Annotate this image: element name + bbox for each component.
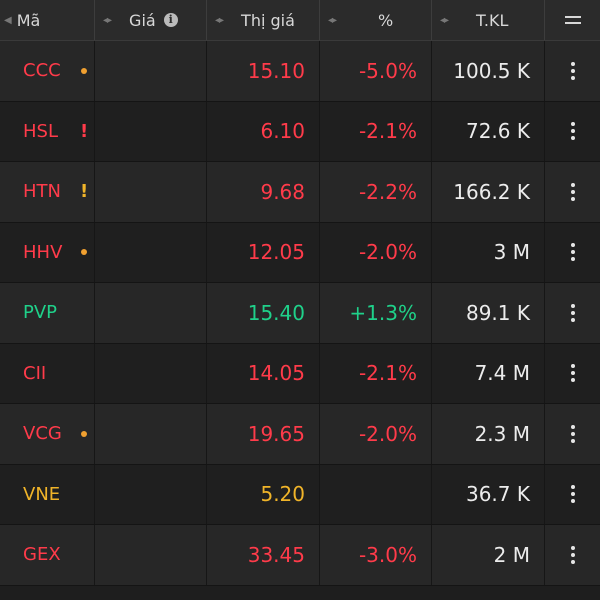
percent-change-cell: -2.0%: [320, 222, 432, 282]
more-vertical-icon[interactable]: [570, 122, 575, 141]
row-more-button[interactable]: [545, 404, 600, 464]
percent-change-cell: -2.0%: [320, 404, 432, 464]
volume-cell: 7.4 M: [432, 343, 545, 403]
column-header-volume[interactable]: ◂▸ T.KL: [432, 0, 545, 40]
table-row[interactable]: VNE 5.20 36.7 K: [0, 464, 600, 525]
table-row[interactable]: HTN! 9.68 -2.2% 166.2 K: [0, 162, 600, 223]
row-more-button[interactable]: [545, 525, 600, 585]
ref-price-cell: [95, 464, 207, 524]
ref-price-cell: [95, 525, 207, 585]
volume-cell: 36.7 K: [432, 464, 545, 524]
table-row[interactable]: HHV 12.05 -2.0% 3 M: [0, 222, 600, 283]
column-header-percent[interactable]: ◂▸ %: [320, 0, 432, 40]
price-cell: 12.05: [207, 222, 320, 282]
volume-cell: 2 M: [432, 525, 545, 585]
column-header-volume-label: T.KL: [476, 10, 509, 30]
table-row[interactable]: CII 14.05 -2.1% 7.4 M: [0, 343, 600, 404]
percent-change-cell: -2.1%: [320, 343, 432, 403]
more-vertical-icon[interactable]: [570, 545, 575, 564]
alert-dot-icon: [81, 249, 87, 256]
table-row[interactable]: HSL! 6.10 -2.1% 72.6 K: [0, 101, 600, 162]
table-row[interactable]: CCC 15.10 -5.0% 100.5 K: [0, 41, 600, 102]
stock-code[interactable]: HHV: [0, 222, 95, 282]
info-icon[interactable]: i: [163, 13, 178, 27]
percent-change-cell: -5.0%: [320, 41, 432, 101]
price-cell: 33.45: [207, 525, 320, 585]
sort-arrows-icon[interactable]: ◂▸: [328, 14, 337, 26]
stock-code[interactable]: VCG: [0, 404, 95, 464]
percent-change-cell: -2.2%: [320, 162, 432, 222]
column-header-ref-price-label: Giá: [129, 10, 156, 30]
ref-price-cell: [95, 41, 207, 101]
stock-code[interactable]: HSL: [0, 101, 95, 161]
row-more-button[interactable]: [545, 102, 600, 162]
more-vertical-icon[interactable]: [570, 424, 575, 443]
stock-code[interactable]: PVP: [0, 283, 95, 343]
column-header-ref-price[interactable]: ◂▸ Giá i: [95, 0, 207, 40]
menu-icon[interactable]: [564, 16, 581, 24]
row-more-button[interactable]: [545, 41, 600, 101]
row-more-button[interactable]: [545, 162, 600, 222]
table-row[interactable]: VCG 19.65 -2.0% 2.3 M: [0, 404, 600, 465]
column-header-code-label: Mã: [16, 10, 41, 30]
table-header: ◀ Mã ◂▸ Giá i ◂▸ Thị giá ◂▸ % ◂▸ T.KL: [0, 0, 600, 41]
stock-code[interactable]: CCC: [0, 41, 95, 101]
row-more-button[interactable]: [545, 223, 600, 283]
stock-code[interactable]: VNE: [0, 464, 95, 524]
warning-exclamation-icon: !: [80, 120, 89, 142]
row-more-button[interactable]: [545, 283, 600, 343]
column-menu-button[interactable]: [545, 0, 600, 40]
row-more-button[interactable]: [545, 465, 600, 525]
alert-dot-icon: [81, 430, 87, 437]
more-vertical-icon[interactable]: [570, 303, 575, 322]
sort-arrows-icon[interactable]: ◂▸: [215, 14, 224, 26]
price-cell: 19.65: [207, 404, 320, 464]
price-cell: 5.20: [207, 464, 320, 524]
ref-price-cell: [95, 162, 207, 222]
volume-cell: 2.3 M: [432, 404, 545, 464]
more-vertical-icon[interactable]: [570, 182, 575, 201]
volume-cell: 100.5 K: [432, 41, 545, 101]
column-header-price-label: Thị giá: [241, 10, 295, 30]
ref-price-cell: [95, 222, 207, 282]
price-cell: 15.40: [207, 283, 320, 343]
table-row[interactable]: PVP 15.40 +1.3% 89.1 K: [0, 283, 600, 344]
stock-code[interactable]: GEX: [0, 525, 95, 585]
more-vertical-icon[interactable]: [570, 485, 575, 504]
more-vertical-icon[interactable]: [570, 61, 575, 80]
column-header-percent-label: %: [378, 10, 394, 30]
column-header-code[interactable]: ◀ Mã: [0, 0, 95, 40]
column-header-price[interactable]: ◂▸ Thị giá: [207, 0, 320, 40]
alert-dot-icon: [81, 67, 87, 74]
percent-change-cell: [320, 464, 432, 524]
more-vertical-icon[interactable]: [570, 364, 575, 383]
ref-price-cell: [95, 404, 207, 464]
sort-arrows-icon[interactable]: ◂▸: [440, 14, 449, 26]
percent-change-cell: +1.3%: [320, 283, 432, 343]
volume-cell: 3 M: [432, 222, 545, 282]
price-cell: 14.05: [207, 343, 320, 403]
volume-cell: 89.1 K: [432, 283, 545, 343]
more-vertical-icon[interactable]: [570, 243, 575, 262]
percent-change-cell: -3.0%: [320, 525, 432, 585]
volume-cell: 166.2 K: [432, 162, 545, 222]
price-cell: 9.68: [207, 162, 320, 222]
collapse-arrow-icon[interactable]: ◀: [4, 14, 12, 26]
stock-code[interactable]: HTN: [0, 162, 95, 222]
sort-arrows-icon[interactable]: ◂▸: [103, 14, 112, 26]
table-row[interactable]: GEX 33.45 -3.0% 2 M: [0, 525, 600, 586]
percent-change-cell: -2.1%: [320, 101, 432, 161]
ref-price-cell: [95, 101, 207, 161]
ref-price-cell: [95, 283, 207, 343]
stock-code[interactable]: CII: [0, 343, 95, 403]
price-cell: 15.10: [207, 41, 320, 101]
price-cell: 6.10: [207, 101, 320, 161]
row-more-button[interactable]: [545, 344, 600, 404]
ref-price-cell: [95, 343, 207, 403]
volume-cell: 72.6 K: [432, 101, 545, 161]
warning-exclamation-icon: !: [80, 181, 89, 203]
